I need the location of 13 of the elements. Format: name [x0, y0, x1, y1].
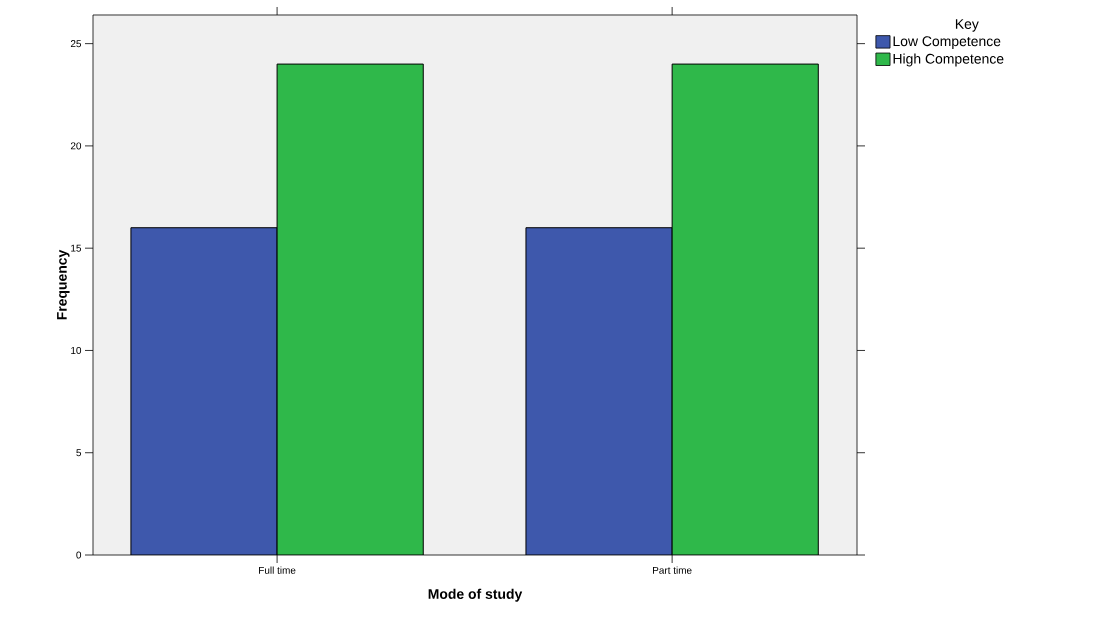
y-tick-label: 15	[71, 244, 82, 252]
x-tick-label: Part time	[653, 566, 692, 574]
y-tick-label: 25	[70, 40, 82, 48]
x-tick-label: Full time	[259, 566, 296, 574]
legend-label: High Competence	[893, 53, 1004, 67]
y-tick-label: 10	[71, 346, 82, 354]
y-axis-title: Frequency	[57, 249, 70, 320]
y-tick-label: 5	[76, 449, 82, 457]
y-tick-label: 0	[76, 551, 82, 559]
legend-title: Key	[955, 19, 979, 32]
x-axis-title: Mode of study	[428, 588, 523, 602]
y-tick-label: 20	[70, 142, 82, 150]
legend-label: Low Competence	[893, 36, 1001, 49]
